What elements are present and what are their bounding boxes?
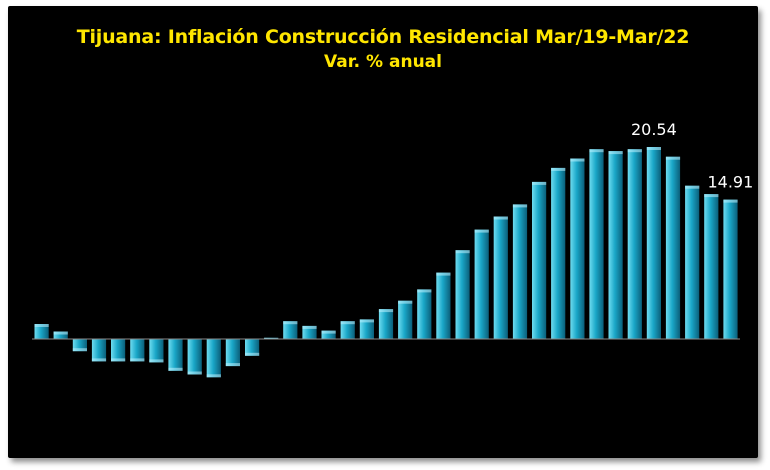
bar-oct-20 [398, 300, 413, 339]
bar-may-20 [302, 325, 317, 339]
bar-highlight [589, 149, 604, 153]
bar-highlight [665, 156, 681, 160]
chart-title: Tijuana: Inflación Construcción Residenc… [76, 26, 690, 48]
data-label: 20.54 [631, 120, 677, 139]
bar-highlight [570, 158, 585, 162]
bar-highlight [685, 185, 700, 189]
bar-mar-19 [34, 324, 49, 339]
bar-highlight [436, 272, 451, 276]
bar-highlight [72, 348, 87, 352]
bar-nov-21 [646, 147, 661, 339]
data-label: 14.91 [707, 173, 753, 192]
bar-may-19 [72, 339, 87, 352]
bar-highlight [302, 325, 317, 329]
bar-highlight [417, 289, 432, 293]
bar-jun-20 [321, 330, 336, 339]
bar-oct-21 [627, 149, 642, 339]
bar-abr-19 [53, 331, 68, 339]
bar-highlight [225, 363, 240, 367]
bar-jun-19 [91, 339, 107, 362]
bar-feb-22 [704, 194, 719, 339]
bar-mar-22 [723, 199, 738, 339]
bar-highlight [646, 147, 661, 150]
bar-highlight [378, 309, 394, 313]
bar-highlight [321, 330, 336, 334]
bar-sep-21 [608, 151, 623, 339]
bar-ene-20 [225, 339, 240, 367]
bar-highlight [111, 358, 126, 362]
bar-ago-20 [359, 319, 374, 339]
bar-highlight [34, 324, 49, 327]
chart-panel: Tijuana: Inflación Construcción Residenc… [8, 6, 758, 458]
bar-series [34, 147, 738, 378]
bar-highlight [723, 199, 738, 203]
bar-ene-22 [685, 185, 700, 339]
bar-sep-19 [149, 339, 164, 363]
bar-ago-19 [130, 339, 145, 362]
bar-dic-19 [206, 339, 221, 378]
bar-highlight [245, 352, 260, 356]
bar-may-21 [532, 181, 547, 339]
bar-highlight [53, 331, 68, 335]
bar-sep-20 [378, 309, 394, 339]
bar-highlight [168, 367, 183, 371]
bar-highlight [283, 321, 298, 325]
bar-highlight [532, 181, 547, 185]
chart-subtitle: Var. % anual [324, 52, 442, 72]
bar-jul-19 [111, 339, 126, 362]
bar-ago-21 [589, 149, 604, 339]
data-labels: 20.54 14.91 [631, 120, 753, 192]
bar-highlight [340, 321, 355, 325]
bar-chart: 20.54 14.91 [32, 120, 753, 378]
bar-abr-20 [283, 321, 298, 339]
bar-nov-20 [417, 289, 432, 339]
bar-highlight [551, 167, 566, 171]
bar-highlight [149, 359, 164, 363]
bar-highlight [206, 374, 221, 378]
bar-highlight [704, 194, 719, 198]
bar-highlight [398, 300, 413, 304]
bar-jul-20 [340, 321, 355, 339]
bar-highlight [455, 250, 470, 254]
bar-highlight [512, 204, 528, 208]
bar-highlight [187, 371, 202, 375]
bar-feb-21 [474, 229, 489, 339]
bar-highlight [627, 149, 642, 153]
bar-jun-21 [551, 167, 566, 339]
bar-highlight [130, 358, 145, 362]
bar-highlight [474, 229, 489, 233]
bar-highlight [608, 151, 623, 155]
bar-mar-21 [493, 216, 508, 339]
bar-ene-21 [455, 250, 470, 339]
bar-abr-21 [512, 204, 528, 339]
bar-nov-19 [187, 339, 202, 375]
bar-jul-21 [570, 158, 585, 339]
bar-dic-21 [665, 156, 681, 339]
bar-oct-19 [168, 339, 183, 371]
bar-feb-20 [245, 339, 260, 356]
bar-highlight [91, 358, 107, 362]
bar-dic-20 [436, 272, 451, 339]
bar-highlight [493, 216, 508, 220]
bar-highlight [264, 337, 279, 339]
bar-highlight [359, 319, 374, 323]
